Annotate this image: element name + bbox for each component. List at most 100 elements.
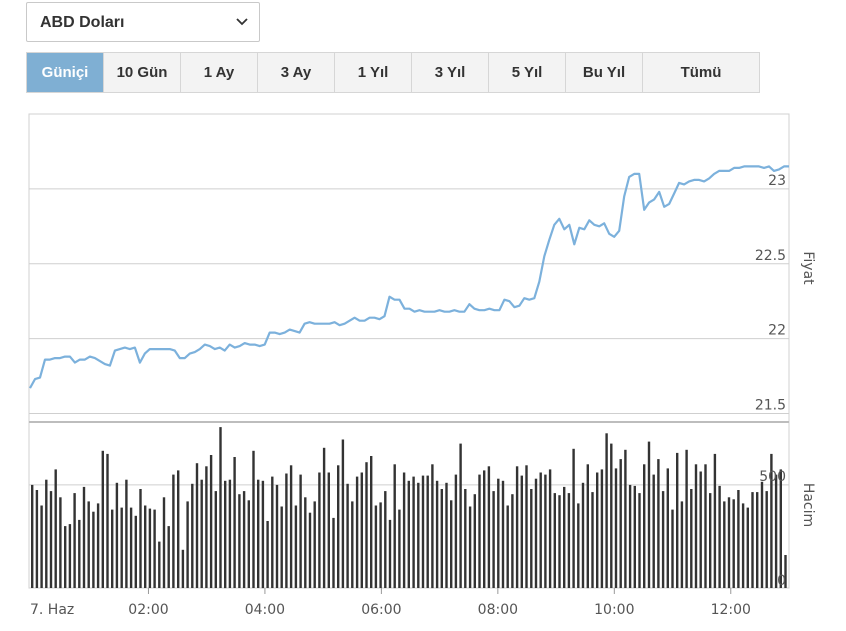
volume-bar	[619, 459, 622, 588]
volume-bar	[322, 447, 326, 589]
volume-bar	[54, 469, 57, 588]
volume-bar	[685, 449, 688, 588]
volume-bar	[96, 503, 100, 588]
volume-bar	[191, 483, 194, 588]
volume-bar	[779, 469, 782, 588]
volume-bar	[774, 474, 778, 588]
volume-bar	[120, 507, 123, 588]
volume-bar	[45, 479, 48, 588]
volume-bar	[520, 475, 523, 588]
volume-bar	[111, 509, 114, 588]
volume-bar	[129, 507, 133, 588]
volume-bar	[751, 492, 754, 588]
tab-all[interactable]: Tümü	[643, 53, 759, 92]
x-tick-label: 7. Haz	[30, 602, 74, 618]
volume-bar	[435, 480, 439, 589]
volume-bar	[553, 493, 556, 588]
volume-bar	[709, 493, 712, 588]
volume-bar	[355, 476, 359, 588]
x-tick-label: 06:00	[361, 602, 401, 618]
price-tick-label: 22	[768, 323, 786, 339]
volume-bar	[661, 491, 665, 588]
volume-bar	[209, 455, 213, 588]
volume-bar	[690, 489, 693, 588]
volume-bar	[464, 489, 467, 588]
volume-bar	[596, 472, 599, 588]
volume-bar	[501, 480, 505, 589]
volume-bar	[148, 508, 152, 588]
volume-bar	[450, 500, 453, 588]
x-tick-label: 10:00	[594, 602, 634, 618]
volume-bar	[177, 470, 180, 588]
volume-bar	[275, 484, 279, 588]
volume-bar	[605, 433, 608, 588]
tab-3-months[interactable]: 3 Ay	[258, 53, 335, 92]
volume-bar	[35, 490, 39, 588]
volume-bar	[384, 491, 387, 588]
volume-bar	[205, 466, 208, 588]
volume-bar	[341, 439, 345, 588]
volume-bar	[704, 464, 707, 589]
tab-this-year[interactable]: Bu Yıl	[566, 53, 643, 92]
x-tick-label: 08:00	[478, 602, 518, 618]
volume-bar	[515, 466, 519, 588]
volume-bar	[497, 478, 500, 588]
volume-bar	[294, 505, 298, 588]
volume-bar	[473, 494, 476, 588]
tab-intraday[interactable]: Güniçi	[27, 53, 104, 92]
x-tick-label: 04:00	[245, 602, 285, 618]
volume-bar	[638, 493, 641, 588]
volume-bar	[228, 479, 232, 588]
volume-bar	[746, 507, 749, 588]
volume-bar	[511, 494, 514, 588]
volume-bar	[760, 481, 764, 588]
tab-1-year[interactable]: 1 Yıl	[335, 53, 412, 92]
volume-bar	[459, 443, 462, 588]
volume-bar	[614, 468, 618, 588]
volume-bar	[544, 474, 547, 588]
tab-5-years[interactable]: 5 Yıl	[489, 53, 566, 92]
volume-bar	[468, 506, 472, 588]
volume-bar	[49, 491, 53, 588]
volume-tick-label: 0	[777, 573, 786, 589]
volume-bar	[741, 503, 745, 588]
volume-bar	[445, 482, 448, 588]
volume-bar	[374, 505, 378, 588]
volume-bar	[73, 493, 76, 588]
volume-bar	[713, 453, 717, 588]
volume-bar	[167, 526, 170, 588]
currency-select[interactable]: ABD Doları	[26, 2, 260, 42]
volume-bar	[153, 509, 156, 588]
tab-3-years[interactable]: 3 Yıl	[412, 53, 489, 92]
volume-bar	[737, 490, 740, 588]
volume-bar	[440, 489, 443, 588]
volume-bar	[101, 450, 104, 588]
volume-bar	[624, 449, 627, 588]
volume-bar	[525, 465, 528, 588]
volume-bar	[181, 549, 185, 588]
volume-bar	[125, 479, 128, 588]
volume-bar	[78, 519, 81, 588]
volume-bar	[567, 493, 571, 588]
volume-bar	[266, 521, 269, 588]
volume-bar	[313, 501, 316, 588]
volume-bar	[506, 505, 509, 588]
volume-bar	[784, 555, 787, 588]
volume-bar	[765, 491, 768, 588]
volume-bar	[318, 472, 321, 588]
volume-bar	[346, 483, 349, 588]
volume-bar	[699, 471, 702, 588]
volume-bar	[40, 505, 43, 588]
volume-bar	[242, 491, 246, 588]
volume-bar	[407, 480, 410, 589]
volume-bar	[492, 491, 495, 588]
volume-bar	[257, 479, 260, 588]
volume-bar	[577, 503, 580, 588]
volume-bar	[586, 464, 589, 589]
tab-1-month[interactable]: 1 Ay	[181, 53, 258, 92]
volume-bar	[233, 457, 236, 588]
volume-bar	[591, 492, 594, 588]
tab-10-days[interactable]: 10 Gün	[104, 53, 181, 92]
price-series-line	[29, 165, 789, 389]
volume-bar	[360, 472, 363, 588]
